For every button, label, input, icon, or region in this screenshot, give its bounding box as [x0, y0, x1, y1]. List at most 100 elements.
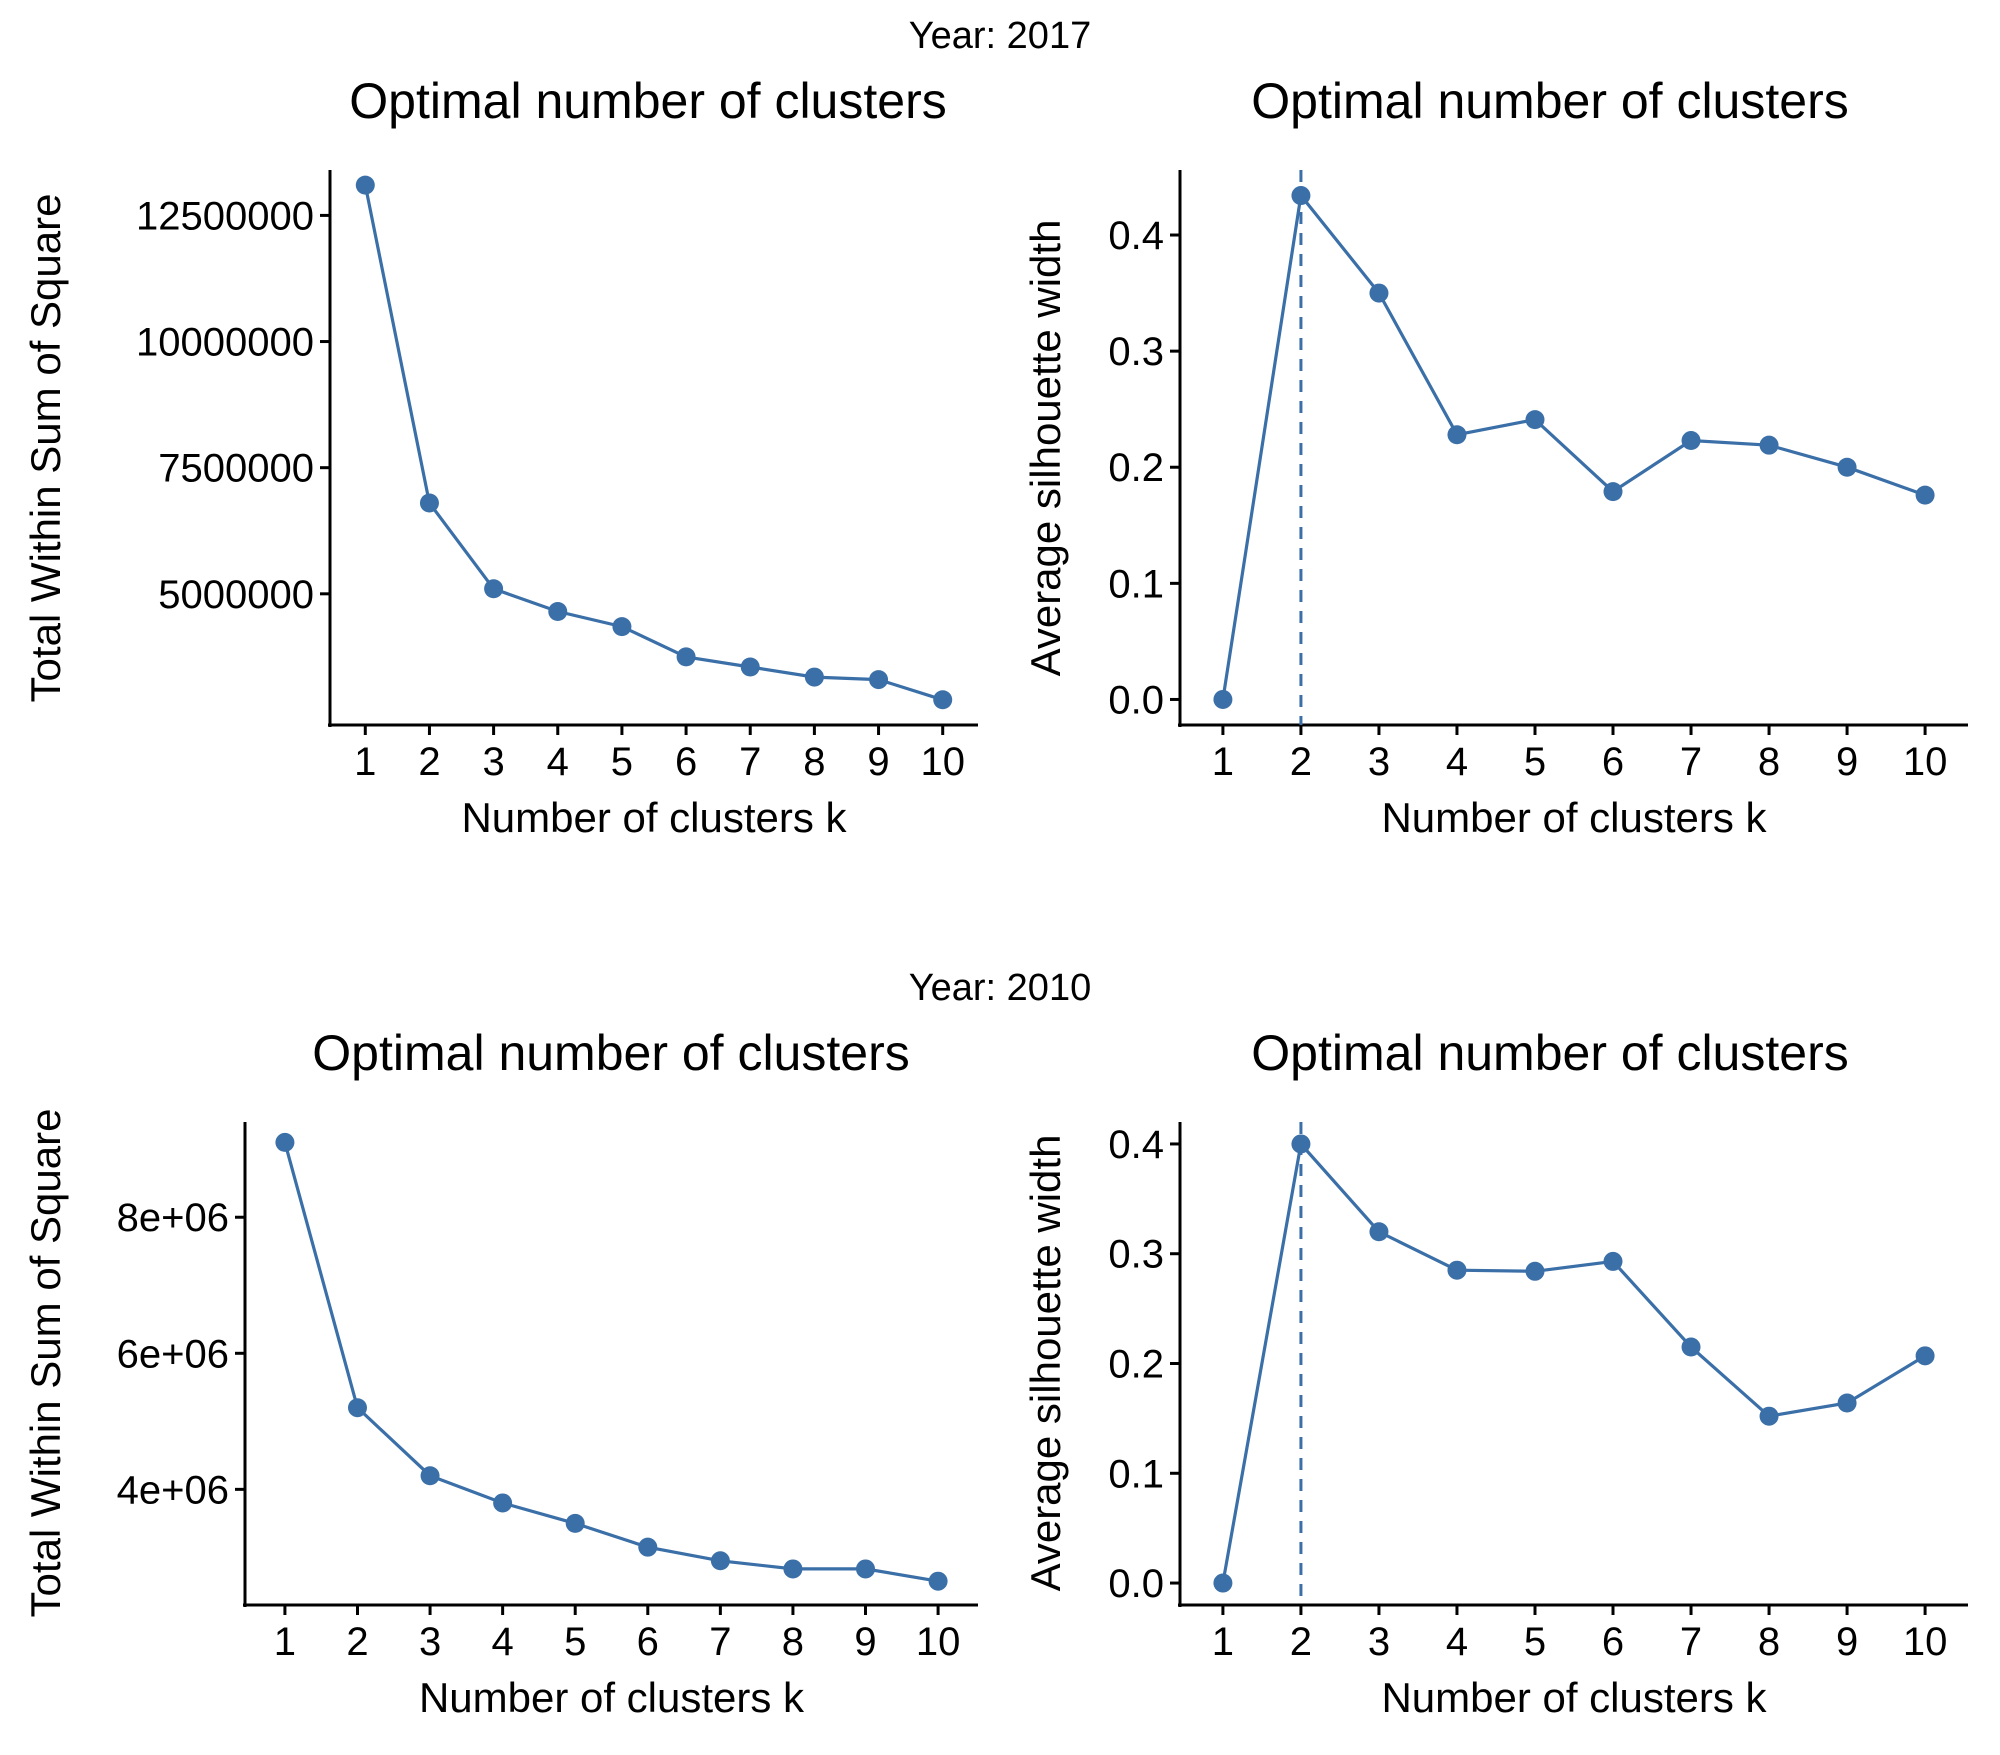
x-tick-label: 4 [1446, 1620, 1468, 1664]
y-tick-label: 0.0 [1108, 678, 1164, 722]
data-point-k4 [493, 1493, 513, 1513]
x-tick-label: 10 [916, 1620, 961, 1664]
chart-panel-2: Optimal number of clusters 0.0 0.1 0.2 0.3 0.… [1022, 73, 1968, 841]
x-tick-label: 5 [1524, 1620, 1546, 1664]
x-axis-label: Number of clusters k [1381, 794, 1767, 841]
data-point-k9 [1837, 457, 1857, 477]
y-tick-label: 0.4 [1108, 1123, 1164, 1167]
data-point-k6 [1603, 1251, 1623, 1271]
data-point-k3 [1369, 1222, 1389, 1242]
series-line [363, 184, 944, 702]
chart-title: Optimal number of clusters [1251, 73, 1848, 129]
y-tick-label: 7500000 [158, 447, 314, 491]
data-point-k10 [1915, 1346, 1935, 1366]
y-axis-label: Average silhouette width [1022, 1135, 1069, 1592]
data-point-k7 [740, 657, 760, 677]
x-tick-label: 9 [867, 740, 889, 784]
data-point-k5 [1525, 410, 1545, 430]
chart-panel-4: Optimal number of clusters 0.0 0.1 0.2 0.3 0.… [1022, 1025, 1968, 1721]
chart-title: Optimal number of clusters [1251, 1025, 1848, 1081]
x-tick-label: 2 [346, 1620, 368, 1664]
x-tick-label: 8 [803, 740, 825, 784]
x-tick-label: 7 [739, 740, 761, 784]
x-tick-label: 10 [1903, 740, 1948, 784]
data-point-k5 [1525, 1261, 1545, 1281]
y-tick-label: 6e+06 [117, 1332, 229, 1376]
data-point-k9 [869, 670, 889, 690]
x-tick-label: 3 [419, 1620, 441, 1664]
data-point-k3 [420, 1466, 440, 1486]
y-tick-label: 0.0 [1108, 1562, 1164, 1606]
data-point-k2 [1291, 1134, 1311, 1154]
x-tick-label: 5 [564, 1620, 586, 1664]
data-point-k9 [1837, 1393, 1857, 1413]
chart-panel-3: Optimal number of clusters 4e+06 6e+06 8e+0… [22, 1025, 978, 1721]
data-point-k7 [1681, 431, 1701, 451]
data-point-k2 [419, 493, 439, 513]
data-point-k5 [565, 1513, 585, 1533]
x-tick-label: 7 [1680, 740, 1702, 784]
data-point-k1 [275, 1132, 295, 1152]
y-tick-label: 0.2 [1108, 446, 1164, 490]
y-axis-label: Average silhouette width [1022, 220, 1069, 677]
x-tick-label: 6 [637, 1620, 659, 1664]
data-point-k4 [1447, 425, 1467, 445]
x-tick-label: 1 [274, 1620, 296, 1664]
x-tick-label: 3 [482, 740, 504, 784]
data-point-k7 [710, 1551, 730, 1571]
data-point-k4 [1447, 1260, 1467, 1280]
x-axis-label: Number of clusters k [419, 1674, 805, 1721]
y-tick-label: 0.3 [1108, 1233, 1164, 1277]
data-point-k3 [1369, 283, 1389, 303]
x-tick-label: 4 [492, 1620, 514, 1664]
x-axis-label: Number of clusters k [1381, 1674, 1767, 1721]
x-tick-label: 1 [1212, 1620, 1234, 1664]
group-title-2017: Year: 2017 [909, 15, 1091, 57]
data-point-k10 [928, 1571, 948, 1591]
data-point-k9 [856, 1559, 876, 1579]
x-tick-label: 10 [920, 740, 965, 784]
y-axis-label: Total Within Sum of Square [22, 1109, 69, 1618]
y-tick-label: 0.2 [1108, 1343, 1164, 1387]
x-tick-label: 3 [1368, 740, 1390, 784]
x-tick-label: 7 [1680, 1620, 1702, 1664]
data-point-k6 [638, 1537, 658, 1557]
x-tick-label: 9 [854, 1620, 876, 1664]
y-tick-label: 5000000 [158, 573, 314, 617]
data-point-k1 [1213, 689, 1233, 709]
x-tick-label: 10 [1903, 1620, 1948, 1664]
x-tick-label: 1 [1212, 740, 1234, 784]
data-point-k3 [484, 579, 504, 599]
y-tick-label: 0.1 [1108, 562, 1164, 606]
y-tick-label: 0.4 [1108, 214, 1164, 258]
x-tick-label: 2 [1290, 740, 1312, 784]
x-tick-label: 8 [782, 1620, 804, 1664]
data-point-k5 [612, 617, 632, 637]
x-tick-label: 6 [675, 740, 697, 784]
x-tick-label: 2 [418, 740, 440, 784]
series-line [283, 1141, 939, 1583]
data-point-k6 [676, 647, 696, 667]
x-tick-label: 4 [547, 740, 569, 784]
chart-title: Optimal number of clusters [312, 1025, 909, 1081]
x-tick-label: 6 [1602, 1620, 1624, 1664]
series-line [1221, 191, 1926, 700]
y-tick-label: 0.1 [1108, 1452, 1164, 1496]
y-tick-label: 12500000 [136, 194, 314, 238]
data-point-k8 [804, 667, 824, 687]
data-point-k4 [548, 601, 568, 621]
data-point-k1 [355, 175, 375, 195]
y-axis-label: Total Within Sum of Square [22, 194, 69, 703]
data-point-k10 [1915, 485, 1935, 505]
x-tick-label: 9 [1836, 740, 1858, 784]
x-tick-label: 8 [1758, 740, 1780, 784]
y-tick-label: 4e+06 [117, 1468, 229, 1512]
x-tick-label: 2 [1290, 1620, 1312, 1664]
data-point-k8 [1759, 1406, 1779, 1426]
panels: Optimal number of clusters 5000000 7500000… [22, 73, 1968, 1721]
y-tick-label: 8e+06 [117, 1196, 229, 1240]
x-axis-label: Number of clusters k [461, 794, 847, 841]
group-title-2010: Year: 2010 [909, 967, 1091, 1009]
